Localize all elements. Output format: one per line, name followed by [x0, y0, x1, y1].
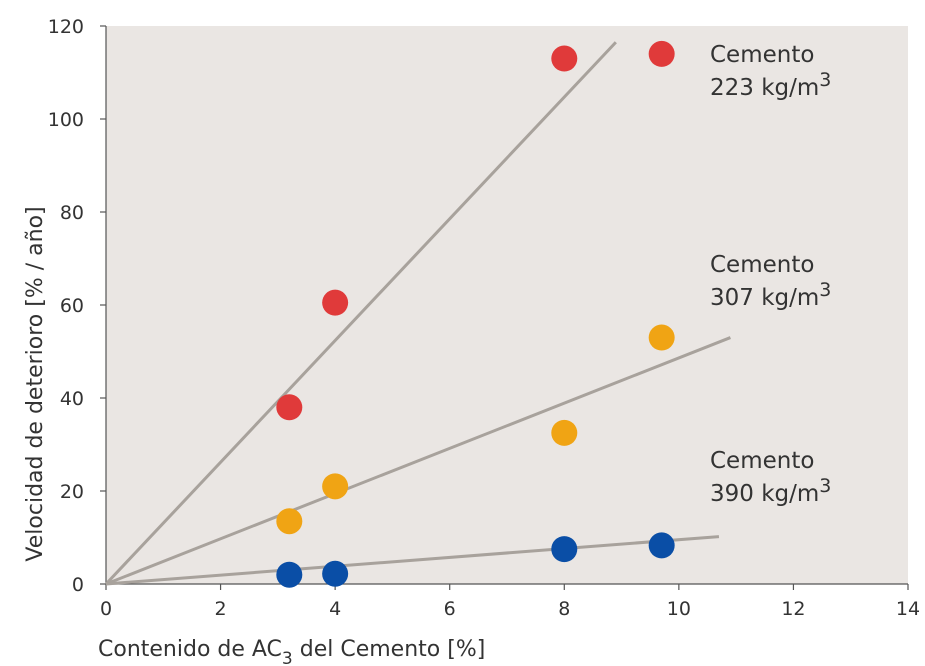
trendline — [104, 41, 617, 586]
y-axis-label: Velocidad de deterioro [% / año] — [23, 206, 48, 561]
trendline — [105, 336, 731, 586]
data-point — [322, 560, 349, 587]
data-point — [648, 40, 675, 67]
series-label-line1: Cemento — [710, 42, 814, 68]
y-tick-label: 60 — [60, 295, 84, 317]
x-tick-label: 8 — [558, 598, 570, 620]
data-point — [276, 561, 303, 588]
data-point — [322, 289, 349, 316]
plot-area — [106, 26, 908, 584]
y-tick-label: 40 — [60, 388, 84, 410]
data-points — [276, 40, 675, 588]
x-tick-label: 14 — [896, 598, 920, 620]
series-label-line2: 223 kg/m3 — [710, 69, 831, 101]
series-label-line1: Cemento — [710, 252, 814, 278]
x-axis-label: Contenido de AC3 del Cemento [%] — [98, 637, 485, 666]
series-label-line1: Cemento — [710, 448, 814, 474]
data-point — [551, 536, 578, 563]
data-point — [551, 45, 578, 72]
y-tick-label: 120 — [48, 16, 84, 38]
data-point — [551, 419, 578, 446]
y-tick-label: 80 — [60, 202, 84, 224]
x-tick-label: 4 — [329, 598, 341, 620]
series-label-line2: 307 kg/m3 — [710, 279, 831, 311]
x-tick-label: 10 — [667, 598, 691, 620]
tick-labels: 0 2 4 6 8 10 12 14 0 20 40 60 80 100 120 — [48, 16, 920, 620]
x-tick-label: 6 — [444, 598, 456, 620]
y-tick-label: 100 — [48, 109, 84, 131]
data-point — [322, 473, 349, 500]
y-tick-label: 20 — [60, 481, 84, 503]
series-label-line2: 390 kg/m3 — [710, 475, 831, 507]
x-tick-label: 2 — [215, 598, 227, 620]
axes — [100, 25, 909, 590]
x-tick-label: 0 — [100, 598, 112, 620]
data-point — [648, 532, 675, 559]
data-point — [276, 508, 303, 535]
y-tick-label: 0 — [72, 574, 84, 596]
data-point — [648, 324, 675, 351]
x-tick-label: 12 — [781, 598, 805, 620]
trendlines — [104, 41, 731, 586]
trendline — [105, 535, 720, 586]
data-point — [276, 394, 303, 421]
